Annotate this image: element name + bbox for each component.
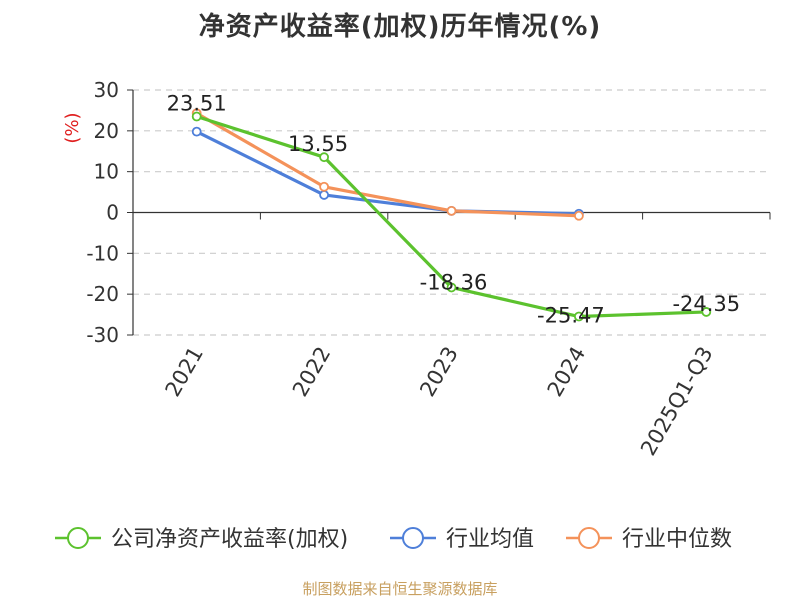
series-line	[195, 111, 579, 218]
x-category-label: 2021	[161, 343, 209, 401]
data-point	[574, 210, 584, 221]
data-label: 13.55	[288, 132, 348, 156]
legend-label: 行业均值	[446, 527, 534, 552]
x-category-label: 2023	[415, 343, 463, 401]
y-tick-label: 10	[94, 160, 119, 184]
data-source-note: 制图数据来自恒生聚源数据库	[302, 580, 498, 598]
data-point	[574, 311, 584, 322]
data-label: -18.36	[420, 270, 488, 294]
data-label: 23.51	[167, 92, 227, 116]
y-tick-label: -20	[86, 282, 119, 306]
data-point	[319, 152, 330, 163]
data-point	[446, 205, 457, 216]
y-tick-label: 0	[106, 201, 119, 225]
y-axis-unit-label: (%)	[62, 112, 83, 143]
data-label: -25.47	[537, 304, 605, 328]
legend-marker	[402, 527, 424, 549]
legend-label: 公司净资产收益率(加权)	[111, 527, 348, 552]
legend-marker	[67, 527, 89, 549]
x-category-label: 2025Q1-Q3	[636, 343, 718, 460]
series-line	[195, 130, 579, 216]
chart-title: 净资产收益率(加权)历年情况(%)	[198, 12, 602, 42]
y-tick-label: -30	[86, 323, 119, 347]
data-label: -24.35	[672, 292, 740, 316]
data-point	[191, 111, 202, 122]
data-point	[191, 126, 202, 137]
x-category-label: 2022	[288, 343, 336, 401]
y-tick-label: 20	[94, 119, 119, 143]
legend-marker	[578, 527, 600, 549]
data-point	[319, 190, 330, 200]
data-point	[446, 282, 457, 293]
y-tick-label: 30	[94, 78, 119, 102]
data-point	[701, 307, 712, 317]
data-point	[319, 181, 330, 192]
legend-label: 行业中位数	[622, 527, 732, 552]
y-tick-label: -10	[86, 241, 119, 265]
x-category-label: 2024	[543, 343, 591, 401]
